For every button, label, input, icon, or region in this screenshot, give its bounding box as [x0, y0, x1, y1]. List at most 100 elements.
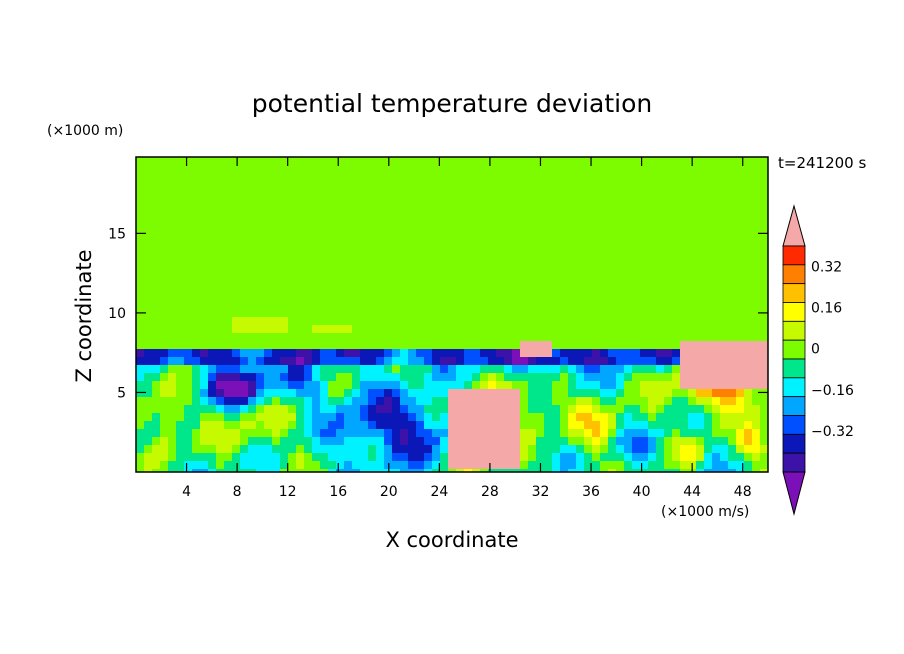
- heatmap-cell: [152, 245, 161, 254]
- heatmap-cell: [392, 221, 401, 230]
- heatmap-cell: [464, 309, 473, 318]
- heatmap-cell: [752, 157, 761, 166]
- heatmap-cell: [616, 173, 625, 182]
- heatmap-cell: [160, 213, 169, 222]
- heatmap-cell: [592, 349, 601, 358]
- heatmap-cell: [552, 261, 561, 270]
- heatmap-cell: [384, 181, 393, 190]
- heatmap-cell: [584, 277, 593, 286]
- heatmap-cell: [760, 157, 768, 166]
- heatmap-cell: [520, 333, 529, 342]
- heatmap-cell: [168, 357, 177, 366]
- heatmap-cell: [424, 437, 433, 446]
- heatmap-cell: [656, 373, 665, 382]
- heatmap-cell: [512, 253, 521, 262]
- heatmap-cell: [576, 229, 585, 238]
- heatmap-cell: [192, 453, 201, 462]
- heatmap-cell: [608, 349, 617, 358]
- heatmap-cell: [248, 461, 257, 470]
- heatmap-cell: [160, 285, 169, 294]
- heatmap-cell: [608, 341, 617, 350]
- heatmap-cell: [544, 261, 553, 270]
- heatmap-cell: [320, 165, 329, 174]
- heatmap-cell: [576, 381, 585, 390]
- heatmap-cell: [440, 413, 449, 422]
- heatmap-cell: [336, 381, 345, 390]
- heatmap-cell: [680, 301, 689, 310]
- heatmap-cell: [400, 421, 409, 430]
- heatmap-cell: [296, 365, 305, 374]
- heatmap-cell: [752, 285, 761, 294]
- heatmap-cell: [544, 341, 553, 350]
- heatmap-cell: [256, 469, 265, 472]
- heatmap-cell: [240, 173, 249, 182]
- heatmap-cell: [304, 189, 313, 198]
- heatmap-cell: [224, 301, 233, 310]
- heatmap-cell: [400, 309, 409, 318]
- heatmap-cell: [336, 245, 345, 254]
- heatmap-cell: [384, 277, 393, 286]
- heatmap-cell: [672, 461, 681, 470]
- heatmap-cell: [712, 429, 721, 438]
- heatmap-cell: [304, 261, 313, 270]
- heatmap-cell: [352, 237, 361, 246]
- heatmap-cell: [376, 429, 385, 438]
- heatmap-cell: [368, 333, 377, 342]
- heatmap-cell: [232, 157, 241, 166]
- heatmap-cell: [744, 413, 753, 422]
- heatmap-cell: [184, 469, 193, 472]
- heatmap-cell: [480, 157, 489, 166]
- heatmap-cell: [616, 413, 625, 422]
- heatmap-cell: [672, 397, 681, 406]
- heatmap-cell: [440, 445, 449, 454]
- heatmap-cell: [200, 325, 209, 334]
- heatmap-cell: [504, 381, 513, 390]
- heatmap-cell: [640, 165, 649, 174]
- heatmap-cell: [144, 205, 153, 214]
- heatmap-cell: [616, 189, 625, 198]
- heatmap-cell: [584, 237, 593, 246]
- heatmap-cell: [544, 221, 553, 230]
- x-tick-label: 44: [683, 484, 701, 500]
- heatmap-cell: [560, 349, 569, 358]
- heatmap-cell: [224, 373, 233, 382]
- heatmap-cell: [584, 381, 593, 390]
- heatmap-cell: [184, 349, 193, 358]
- heatmap-cell: [528, 229, 537, 238]
- heatmap-cell: [152, 197, 161, 206]
- heatmap-cell: [512, 461, 521, 470]
- heatmap-cell: [352, 181, 361, 190]
- heatmap-cell: [280, 277, 289, 286]
- heatmap-cell: [408, 325, 417, 334]
- heatmap-cell: [152, 309, 161, 318]
- heatmap-cell: [320, 437, 329, 446]
- heatmap-cell: [608, 469, 617, 472]
- heatmap-cell: [232, 205, 241, 214]
- heatmap-cell: [232, 429, 241, 438]
- heatmap-cell: [392, 357, 401, 366]
- heatmap-cell: [144, 237, 153, 246]
- heatmap-cell: [704, 365, 713, 374]
- heatmap-cell: [168, 453, 177, 462]
- heatmap-cell: [240, 237, 249, 246]
- y-tick-label: 5: [117, 385, 126, 401]
- heatmap-cell: [632, 333, 641, 342]
- heatmap-cell: [704, 421, 713, 430]
- heatmap-cell: [648, 333, 657, 342]
- heatmap-cell: [392, 293, 401, 302]
- heatmap-cell: [600, 389, 609, 398]
- heatmap-cell: [368, 293, 377, 302]
- heatmap-cell: [736, 325, 745, 334]
- heatmap-cell: [536, 261, 545, 270]
- heatmap-cell: [536, 189, 545, 198]
- heatmap-cell: [456, 461, 465, 470]
- heatmap-cell: [728, 237, 737, 246]
- heatmap-cell: [288, 237, 297, 246]
- heatmap-cell: [416, 421, 425, 430]
- heatmap-cell: [424, 229, 433, 238]
- heatmap-cell: [728, 301, 737, 310]
- heatmap-cell: [208, 181, 217, 190]
- heatmap-cell: [576, 309, 585, 318]
- heatmap-cell: [656, 293, 665, 302]
- heatmap-cell: [520, 269, 529, 278]
